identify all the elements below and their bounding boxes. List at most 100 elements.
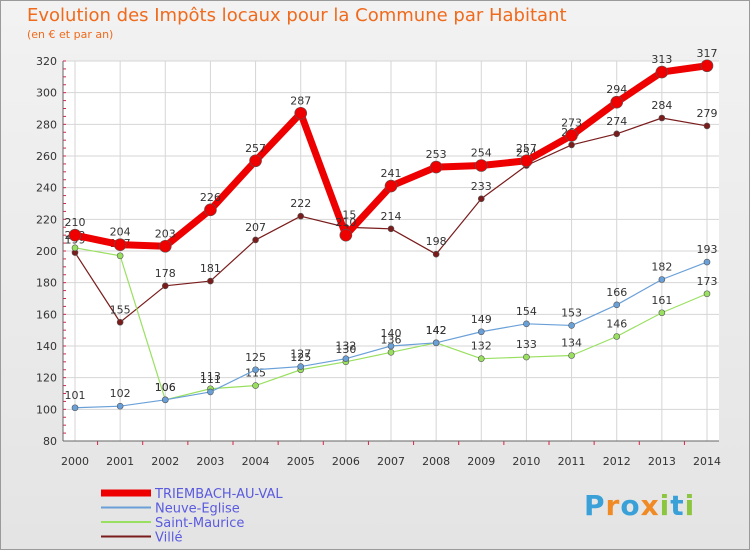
- data-label-vill-: 214: [381, 210, 402, 223]
- data-point-triembach-au-val: [429, 160, 443, 174]
- data-point-neuve-eglise: [432, 339, 440, 347]
- data-label-neuve-eglise: 127: [290, 348, 311, 361]
- data-point-triembach-au-val: [384, 179, 398, 193]
- data-point-neuve-eglise: [387, 342, 395, 350]
- data-label-neuve-eglise: 102: [110, 387, 131, 400]
- y-tick-label: 120: [36, 372, 57, 385]
- data-point-neuve-eglise: [523, 320, 530, 328]
- logo-letter: r: [605, 489, 621, 522]
- data-label-triembach-au-val: 317: [697, 47, 718, 60]
- data-point-vill-: [703, 122, 711, 130]
- data-point-triembach-au-val: [565, 129, 578, 142]
- y-tick-label: 280: [36, 118, 57, 131]
- data-label-neuve-eglise: 106: [155, 381, 176, 394]
- data-label-triembach-au-val: 210: [335, 216, 356, 229]
- data-point-neuve-eglise: [658, 276, 666, 283]
- data-point-vill-: [207, 277, 214, 285]
- data-label-triembach-au-val: 287: [290, 94, 311, 107]
- x-tick-label: 2013: [648, 455, 676, 468]
- x-tick-label: 2004: [242, 455, 270, 468]
- data-label-triembach-au-val: 204: [110, 226, 131, 239]
- data-point-neuve-eglise: [703, 258, 711, 266]
- data-label-neuve-eglise: 153: [561, 306, 582, 319]
- data-label-vill-: 207: [245, 221, 266, 234]
- data-point-vill-: [387, 225, 395, 233]
- x-tick-label: 2006: [332, 455, 360, 468]
- data-point-neuve-eglise: [613, 301, 621, 309]
- data-label-saint-maurice: 142: [426, 324, 447, 337]
- data-point-neuve-eglise: [116, 402, 124, 410]
- logo-letter: o: [620, 489, 641, 522]
- data-label-triembach-au-val: 273: [561, 116, 582, 129]
- y-tick-label: 180: [36, 277, 57, 290]
- data-label-vill-: 233: [471, 180, 492, 193]
- data-label-saint-maurice: 136: [381, 333, 402, 346]
- data-point-saint-maurice: [387, 349, 395, 356]
- data-label-vill-: 222: [290, 197, 311, 210]
- chart-title: Evolution des Impôts locaux pour la Comm…: [27, 5, 567, 26]
- data-point-vill-: [297, 212, 305, 220]
- data-point-triembach-au-val: [655, 65, 669, 79]
- data-point-saint-maurice: [613, 333, 621, 340]
- logo-letter: P: [584, 489, 606, 522]
- data-point-neuve-eglise: [71, 404, 79, 412]
- data-point-neuve-eglise: [477, 328, 485, 336]
- y-tick-label: 320: [36, 55, 57, 68]
- data-label-neuve-eglise: 125: [245, 351, 266, 364]
- chart-subtitle: (en € et par an): [27, 28, 114, 41]
- legend-label-triembach-au-val: TRIEMBACH-AU-VAL: [154, 487, 283, 502]
- data-label-saint-maurice: 125: [290, 351, 311, 364]
- data-label-vill-: 178: [155, 267, 176, 280]
- y-tick-label: 300: [36, 87, 57, 100]
- data-label-triembach-au-val: 257: [245, 142, 266, 155]
- data-label-triembach-au-val: 210: [65, 216, 86, 229]
- data-point-triembach-au-val: [158, 239, 172, 253]
- y-tick-label: 200: [36, 245, 57, 258]
- data-label-triembach-au-val: 203: [155, 227, 176, 240]
- data-label-vill-: 274: [606, 115, 627, 128]
- x-tick-label: 2012: [603, 455, 631, 468]
- data-point-triembach-au-val: [249, 154, 262, 168]
- data-point-vill-: [252, 236, 259, 244]
- data-label-vill-: 155: [110, 303, 131, 316]
- data-point-neuve-eglise: [342, 355, 350, 362]
- data-point-triembach-au-val: [700, 59, 714, 73]
- data-label-neuve-eglise: 111: [200, 373, 221, 386]
- logo-letter: t: [670, 489, 685, 522]
- proxiti-logo: Proxiti: [584, 489, 695, 522]
- logo-letter: i: [684, 489, 696, 522]
- data-point-saint-maurice: [658, 309, 666, 317]
- data-label-triembach-au-val: 254: [471, 147, 492, 160]
- data-point-vill-: [477, 195, 485, 203]
- data-label-vill-: 198: [426, 235, 447, 248]
- x-tick-label: 2001: [106, 455, 134, 468]
- data-label-neuve-eglise: 142: [426, 324, 447, 337]
- data-point-vill-: [161, 282, 169, 290]
- x-tick-label: 2011: [558, 455, 586, 468]
- data-label-neuve-eglise: 182: [651, 261, 672, 274]
- data-label-vill-: 284: [651, 99, 672, 112]
- data-point-vill-: [432, 250, 440, 258]
- y-tick-label: 80: [43, 435, 57, 448]
- y-tick-label: 240: [36, 182, 57, 195]
- data-label-triembach-au-val: 294: [606, 83, 627, 96]
- data-point-vill-: [613, 130, 621, 138]
- data-point-vill-: [568, 141, 575, 149]
- x-tick-label: 2008: [422, 455, 450, 468]
- y-tick-label: 100: [36, 403, 57, 416]
- data-label-saint-maurice: 132: [471, 340, 492, 353]
- data-point-saint-maurice: [703, 290, 711, 298]
- data-label-neuve-eglise: 149: [471, 313, 492, 326]
- logo-letter: i: [659, 489, 671, 522]
- data-point-neuve-eglise: [161, 396, 169, 404]
- data-point-triembach-au-val: [68, 228, 82, 242]
- x-tick-label: 2000: [61, 455, 89, 468]
- data-point-neuve-eglise: [297, 363, 305, 370]
- data-label-saint-maurice: 130: [335, 343, 356, 356]
- data-point-vill-: [658, 114, 666, 122]
- data-point-triembach-au-val: [294, 106, 308, 120]
- data-point-neuve-eglise: [207, 388, 214, 396]
- y-tick-label: 220: [36, 213, 57, 226]
- data-label-neuve-eglise: 193: [697, 243, 718, 256]
- data-label-triembach-au-val: 253: [426, 148, 447, 161]
